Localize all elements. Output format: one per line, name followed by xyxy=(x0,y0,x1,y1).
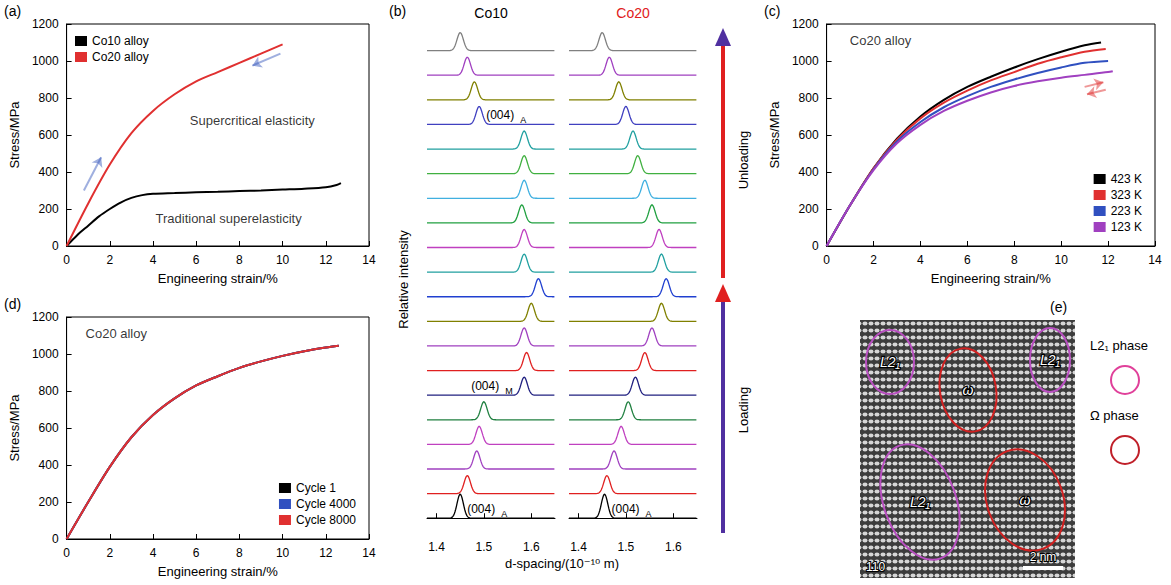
svg-text:Co10 alloy: Co10 alloy xyxy=(92,34,149,48)
svg-text:200: 200 xyxy=(39,202,59,216)
svg-text:(b): (b) xyxy=(389,3,406,19)
svg-text:(004): (004) xyxy=(486,108,514,122)
svg-text:(004): (004) xyxy=(612,502,640,516)
svg-text:2: 2 xyxy=(870,253,877,267)
svg-text:Loading: Loading xyxy=(736,387,751,433)
svg-text:Cycle 8000: Cycle 8000 xyxy=(296,513,356,527)
svg-text:Stress/MPa: Stress/MPa xyxy=(7,394,22,462)
svg-text:1200: 1200 xyxy=(792,17,819,31)
svg-text:L2₁ phase: L2₁ phase xyxy=(1090,338,1148,353)
svg-text:223 K: 223 K xyxy=(1111,204,1142,218)
svg-text:1.5: 1.5 xyxy=(618,540,635,554)
svg-text:14: 14 xyxy=(362,546,376,560)
svg-text:0: 0 xyxy=(63,253,70,267)
svg-text:400: 400 xyxy=(39,165,59,179)
svg-text:4: 4 xyxy=(150,253,157,267)
svg-text:800: 800 xyxy=(39,91,59,105)
svg-text:(d): (d) xyxy=(4,296,21,312)
svg-text:0: 0 xyxy=(812,239,819,253)
svg-text:400: 400 xyxy=(39,458,59,472)
svg-text:1200: 1200 xyxy=(32,310,59,324)
svg-text:1000: 1000 xyxy=(792,54,819,68)
svg-text:M: M xyxy=(505,386,512,396)
svg-text:(004): (004) xyxy=(471,379,499,393)
svg-text:600: 600 xyxy=(39,421,59,435)
svg-text:Supercritical elasticity: Supercritical elasticity xyxy=(190,113,315,128)
svg-text:Unloading: Unloading xyxy=(736,131,751,190)
svg-text:10: 10 xyxy=(1054,253,1068,267)
svg-text:A: A xyxy=(646,509,652,519)
svg-text:1200: 1200 xyxy=(32,17,59,31)
svg-text:ω: ω xyxy=(963,382,974,398)
svg-text:Co20: Co20 xyxy=(616,5,650,21)
svg-text:600: 600 xyxy=(39,128,59,142)
svg-text:8: 8 xyxy=(236,546,243,560)
svg-text:1.6: 1.6 xyxy=(523,540,540,554)
svg-text:0: 0 xyxy=(52,239,59,253)
svg-text:Engineering strain/%: Engineering strain/% xyxy=(158,564,278,579)
svg-text:800: 800 xyxy=(799,91,819,105)
svg-text:(004): (004) xyxy=(467,502,495,516)
svg-text:600: 600 xyxy=(799,128,819,142)
svg-text:12: 12 xyxy=(319,546,333,560)
svg-text:4: 4 xyxy=(917,253,924,267)
svg-text:(e): (e) xyxy=(1050,299,1067,315)
svg-text:200: 200 xyxy=(799,202,819,216)
svg-text:1.6: 1.6 xyxy=(665,540,682,554)
svg-text:12: 12 xyxy=(1101,253,1115,267)
svg-text:10: 10 xyxy=(276,546,290,560)
svg-text:2: 2 xyxy=(106,546,113,560)
svg-text:110: 110 xyxy=(866,560,885,574)
svg-text:4: 4 xyxy=(150,546,157,560)
svg-text:Engineering strain/%: Engineering strain/% xyxy=(158,271,278,286)
svg-text:0: 0 xyxy=(823,253,830,267)
svg-text:A: A xyxy=(520,115,526,125)
svg-text:Relative intensity: Relative intensity xyxy=(396,230,411,329)
svg-text:123 K: 123 K xyxy=(1111,220,1142,234)
svg-text:Stress/MPa: Stress/MPa xyxy=(767,101,782,169)
svg-text:2 nm: 2 nm xyxy=(1030,550,1057,564)
svg-text:L2₁: L2₁ xyxy=(1040,352,1061,368)
svg-text:6: 6 xyxy=(193,546,200,560)
svg-text:A: A xyxy=(501,509,507,519)
svg-text:1000: 1000 xyxy=(32,54,59,68)
svg-text:L2₁: L2₁ xyxy=(910,494,931,510)
svg-text:Co20 alloy: Co20 alloy xyxy=(86,326,148,341)
svg-text:1000: 1000 xyxy=(32,347,59,361)
svg-text:1.4: 1.4 xyxy=(570,540,587,554)
svg-text:(c): (c) xyxy=(764,3,780,19)
svg-text:Co20 alloy: Co20 alloy xyxy=(92,50,149,64)
svg-text:d-spacing/(10⁻¹⁰ m): d-spacing/(10⁻¹⁰ m) xyxy=(505,556,619,571)
svg-text:2: 2 xyxy=(106,253,113,267)
svg-text:323 K: 323 K xyxy=(1111,188,1142,202)
svg-text:Engineering strain/%: Engineering strain/% xyxy=(931,271,1051,286)
svg-text:Ω phase: Ω phase xyxy=(1090,408,1139,423)
svg-text:200: 200 xyxy=(39,495,59,509)
svg-text:14: 14 xyxy=(362,253,376,267)
svg-text:423 K: 423 K xyxy=(1111,172,1142,186)
svg-text:Cycle 1: Cycle 1 xyxy=(296,481,336,495)
svg-text:Cycle 4000: Cycle 4000 xyxy=(296,497,356,511)
svg-text:Stress/MPa: Stress/MPa xyxy=(7,101,22,169)
svg-text:ω: ω xyxy=(1020,492,1031,508)
svg-text:1.4: 1.4 xyxy=(428,540,445,554)
svg-text:1.5: 1.5 xyxy=(476,540,493,554)
svg-text:Co20 alloy: Co20 alloy xyxy=(850,33,912,48)
svg-text:Traditional superelasticity: Traditional superelasticity xyxy=(155,211,302,226)
svg-text:Co10: Co10 xyxy=(474,5,508,21)
svg-text:6: 6 xyxy=(964,253,971,267)
svg-text:12: 12 xyxy=(319,253,333,267)
svg-text:400: 400 xyxy=(799,165,819,179)
svg-text:800: 800 xyxy=(39,384,59,398)
svg-text:10: 10 xyxy=(276,253,290,267)
svg-text:L2₁: L2₁ xyxy=(880,354,901,370)
svg-text:0: 0 xyxy=(63,546,70,560)
svg-text:8: 8 xyxy=(1011,253,1018,267)
svg-text:14: 14 xyxy=(1148,253,1162,267)
svg-text:0: 0 xyxy=(52,532,59,546)
svg-text:8: 8 xyxy=(236,253,243,267)
svg-text:(a): (a) xyxy=(4,3,21,19)
svg-text:6: 6 xyxy=(193,253,200,267)
